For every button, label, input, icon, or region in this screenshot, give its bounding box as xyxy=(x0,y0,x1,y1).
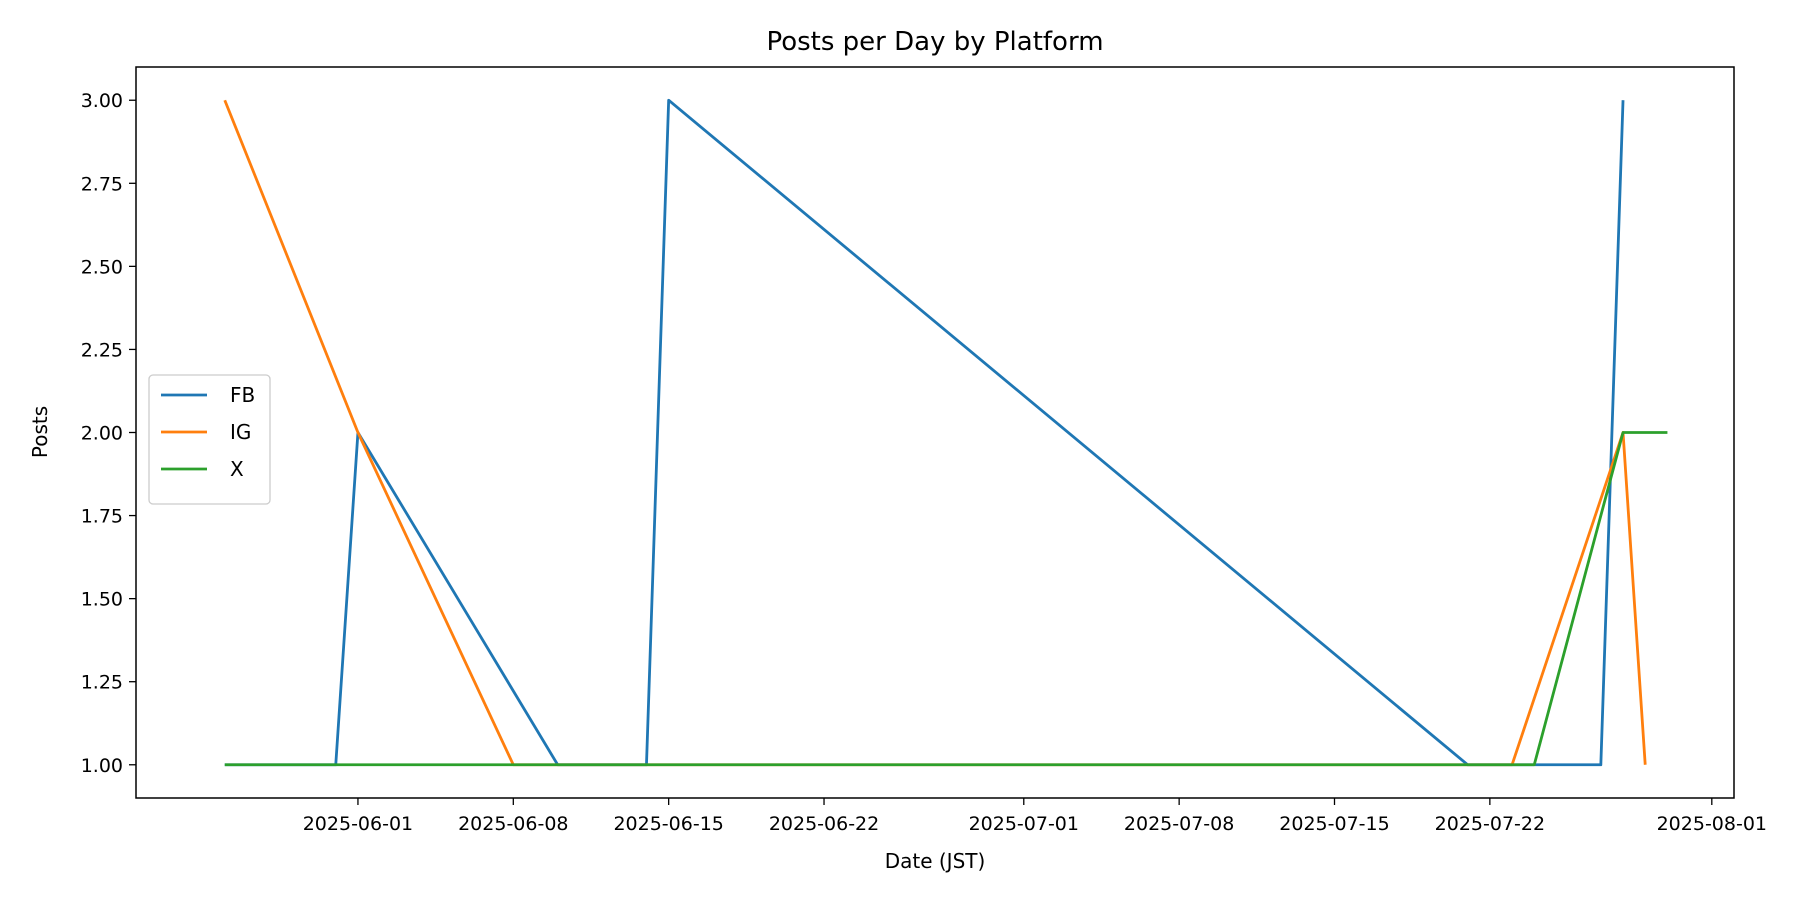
legend-label-x: X xyxy=(230,457,244,481)
plot-frame xyxy=(135,66,1735,799)
y-tick-label: 1.00 xyxy=(81,755,123,777)
x-tick-label: 2025-07-01 xyxy=(969,813,1079,835)
x-tick-label: 2025-07-15 xyxy=(1279,813,1389,835)
series-layer xyxy=(223,98,1668,767)
x-axis-label: Date (JST) xyxy=(885,849,986,873)
y-tick-label: 2.75 xyxy=(81,173,123,195)
x-tick-label: 2025-06-15 xyxy=(613,813,723,835)
series-line-fb xyxy=(224,98,1625,767)
legend-label-ig: IG xyxy=(230,420,251,444)
y-tick-label: 2.25 xyxy=(81,339,123,361)
legend-label-fb: FB xyxy=(230,383,255,407)
y-tick-label: 1.25 xyxy=(81,672,123,694)
y-tick-label: 1.75 xyxy=(81,506,123,528)
chart-title: Posts per Day by Platform xyxy=(766,27,1103,57)
x-tick-label: 2025-06-22 xyxy=(769,813,879,835)
series-line-ig xyxy=(223,99,1647,767)
y-tick-label: 2.50 xyxy=(81,256,123,278)
x-axis: 2025-06-01 2025-06-08 2025-06-15 2025-06-22… xyxy=(303,798,1767,835)
x-tick-label: 2025-07-22 xyxy=(1435,813,1545,835)
x-tick-label: 2025-06-01 xyxy=(303,813,413,835)
legend: FB IG X xyxy=(148,374,271,505)
x-tick-label: 2025-08-01 xyxy=(1657,813,1767,835)
y-axis: 1.00 1.25 1.50 1.75 2.00 2.25 2.50 2.75 3.00 xyxy=(81,90,136,777)
y-tick-label: 1.50 xyxy=(81,589,123,611)
series-line-x xyxy=(224,431,1668,767)
x-tick-label: 2025-06-08 xyxy=(458,813,568,835)
y-axis-label: Posts xyxy=(28,406,52,458)
legend-frame xyxy=(148,374,271,505)
x-tick-label: 2025-07-08 xyxy=(1124,813,1234,835)
y-tick-label: 2.00 xyxy=(81,423,123,445)
y-tick-label: 3.00 xyxy=(81,90,123,112)
